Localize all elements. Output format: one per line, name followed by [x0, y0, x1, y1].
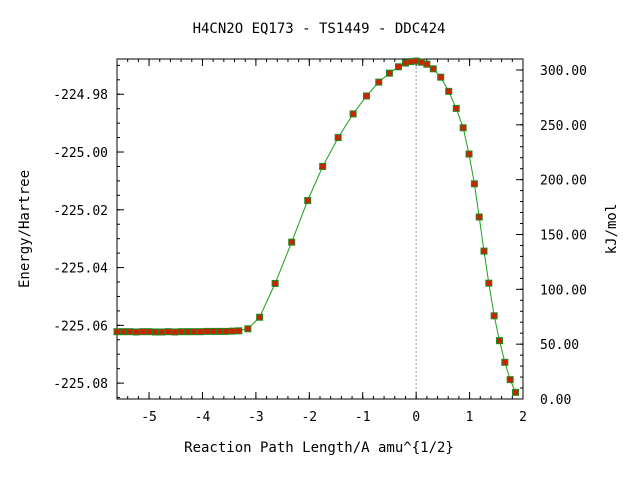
- y-axis-right: 0.00 50.00 100.00 150.00 200.00 250.00 300.00: [516, 64, 587, 408]
- data-point: [222, 327, 230, 335]
- data-point: [288, 238, 296, 246]
- y2-tick-label: 200.00: [540, 174, 587, 189]
- data-point: [485, 279, 493, 287]
- x-tick-label: 2: [519, 410, 527, 425]
- x-tick-label: -3: [248, 410, 264, 425]
- y2-tick-label: 300.00: [540, 64, 587, 79]
- data-point: [164, 328, 172, 336]
- y-tick-label: -224.98: [53, 88, 108, 103]
- plot-area: [116, 58, 524, 400]
- data-point: [480, 247, 488, 255]
- data-point: [395, 63, 403, 71]
- y-tick-label: -225.02: [53, 204, 108, 219]
- data-point: [158, 328, 166, 336]
- data-point: [319, 162, 327, 170]
- y2-axis-label: kJ/mol: [604, 204, 620, 255]
- data-point: [304, 197, 312, 205]
- y2-tick-label: 50.00: [540, 338, 579, 353]
- y-tick-label: -225.06: [53, 319, 108, 334]
- y2-tick-label: 250.00: [540, 119, 587, 134]
- data-point: [151, 328, 159, 336]
- x-axis: -5 -4 -3 -2 -1 0 1 2: [116, 59, 527, 425]
- data-point: [139, 328, 147, 336]
- data-point: [216, 327, 224, 335]
- y2-tick-label: 0.00: [540, 393, 571, 408]
- data-point: [375, 78, 383, 86]
- data-point: [256, 313, 264, 321]
- data-point: [506, 376, 514, 384]
- data-point: [235, 327, 243, 335]
- data-point: [334, 134, 342, 142]
- data-point: [145, 328, 153, 336]
- x-tick-label: 0: [412, 410, 420, 425]
- data-point: [465, 150, 473, 158]
- y-tick-label: -225.08: [53, 377, 108, 392]
- x-axis-label: Reaction Path Length/A amu^{1/2}: [184, 440, 454, 456]
- y-tick-label: -225.00: [53, 146, 108, 161]
- data-point: [475, 213, 483, 221]
- data-point: [132, 328, 140, 336]
- y-axis-label: Energy/Hartree: [17, 170, 33, 288]
- data-point: [349, 110, 357, 118]
- data-point: [495, 337, 503, 345]
- data-point: [459, 124, 467, 132]
- data-point: [119, 328, 127, 336]
- data-point: [126, 328, 134, 336]
- data-point: [385, 69, 393, 77]
- x-tick-label: -4: [195, 410, 211, 425]
- data-point: [196, 328, 204, 336]
- x-tick-label: 1: [466, 410, 474, 425]
- data-point: [490, 312, 498, 320]
- plot-frame: [116, 58, 524, 400]
- data-point: [113, 328, 121, 336]
- data-point: [190, 328, 198, 336]
- data-point: [271, 279, 279, 287]
- y2-tick-label: 150.00: [540, 228, 587, 243]
- data-point: [429, 65, 437, 73]
- chart-title: H4CN2O EQ173 - TS1449 - DDC424: [193, 21, 446, 37]
- data-point: [512, 388, 520, 396]
- data-point: [228, 327, 236, 335]
- data-point: [203, 327, 211, 335]
- x-tick-label: -5: [141, 410, 157, 425]
- data-point: [362, 92, 370, 100]
- data-point: [470, 180, 478, 188]
- y-tick-label: -225.04: [53, 262, 108, 277]
- y-axis-left: -224.98 -225.00 -225.02 -225.04 -225.06 -225.…: [53, 64, 124, 399]
- data-point: [184, 328, 192, 336]
- data-point: [244, 325, 252, 333]
- y2-tick-label: 100.00: [540, 283, 587, 298]
- x-tick-label: -1: [355, 410, 371, 425]
- data-point: [501, 358, 509, 366]
- data-point: [452, 104, 460, 112]
- data-point: [423, 60, 431, 68]
- data-markers: [113, 57, 520, 396]
- data-point: [177, 328, 185, 336]
- data-point: [209, 327, 217, 335]
- data-point: [445, 87, 453, 95]
- x-tick-label: -2: [301, 410, 317, 425]
- data-point: [437, 73, 445, 81]
- data-point: [171, 328, 179, 336]
